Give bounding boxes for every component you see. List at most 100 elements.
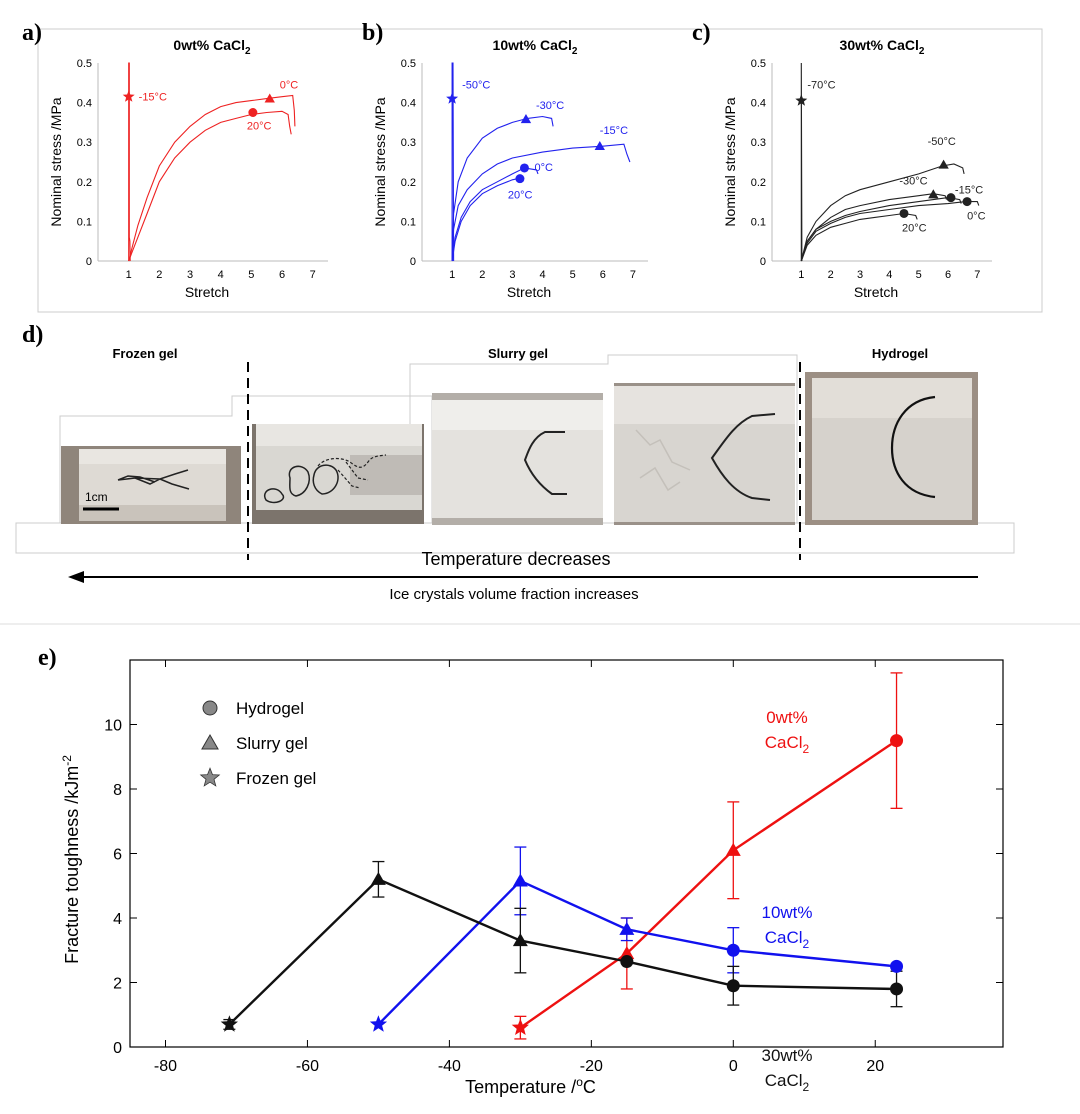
series-line: [228, 877, 897, 1026]
x-tick-label: 5: [570, 269, 576, 281]
x-axis-label-sup: o: [576, 1075, 583, 1089]
series-label-line1: 0wt%: [766, 708, 808, 727]
x-tick-label: 7: [974, 269, 980, 281]
data-marker: [726, 943, 740, 957]
series-label-chem: CaCl: [765, 1071, 803, 1090]
series-line: [800, 212, 918, 262]
label-slurry-gel: Slurry gel: [488, 346, 548, 361]
data-marker: [122, 90, 135, 102]
data-marker: [890, 982, 904, 996]
x-axis-label-tail: C: [583, 1077, 596, 1097]
data-label: -70°C: [807, 80, 835, 92]
data-marker: [795, 94, 808, 106]
series-label-line1: 10wt%: [761, 903, 812, 922]
series-line: [128, 94, 296, 262]
x-tick-label: 3: [509, 269, 515, 281]
data-marker: [264, 93, 275, 103]
series-label-line2: CaCl2: [765, 928, 810, 951]
data-marker: [899, 208, 909, 218]
x-tick-label: 6: [600, 269, 606, 281]
series-line: [519, 739, 898, 1029]
y-tick-label: 0.5: [77, 58, 92, 70]
x-tick-label: 4: [218, 269, 224, 281]
legend-marker: [201, 733, 219, 750]
x-tick-label: 20: [866, 1058, 884, 1075]
chart-title: 10wt% CaCl2: [493, 37, 578, 57]
legend-label: Frozen gel: [236, 769, 316, 788]
x-tick-label: 2: [479, 269, 485, 281]
panel-letter-a: a): [22, 20, 42, 46]
x-tick-label: 6: [279, 269, 285, 281]
chart-title-main: 30wt% CaCl: [840, 37, 919, 53]
data-label: 20°C: [247, 121, 272, 133]
chart-b-stress-stretch-10wt: 0 0.1 0.2 0.3 0.4 0.5 1 2 3 4 5 6 7 Stretch Nominal st…: [372, 37, 648, 300]
chart-c-stress-stretch-30wt: 0 0.1 0.2 0.3 0.4 0.5 1 2 3 4 5 6 7 Stretch Nominal st…: [722, 37, 992, 300]
photo-hydrogel: [805, 372, 978, 525]
panel-letter-b: b): [362, 20, 383, 46]
x-tick-label: 5: [248, 269, 254, 281]
chart-title-sub: 2: [245, 46, 251, 57]
photo-frozen-gel-1: 1cm: [61, 446, 241, 524]
x-tick-label: 4: [539, 269, 545, 281]
data-marker: [512, 933, 528, 947]
x-tick-label: 3: [857, 269, 863, 281]
panel-d-photos: 1cm: [15, 346, 1015, 603]
chart-title-main: 0wt% CaCl: [173, 37, 245, 53]
data-label: -30°C: [899, 175, 927, 187]
series-line: [377, 879, 897, 1026]
data-label: 20°C: [508, 190, 533, 202]
data-marker: [890, 734, 904, 748]
series-line: [800, 197, 962, 262]
data-label: -50°C: [928, 136, 956, 148]
series-line: [451, 115, 554, 262]
x-axis-label: Temperature /oC: [465, 1075, 596, 1097]
legend-label: Hydrogel: [236, 699, 304, 718]
x-tick-label: 5: [916, 269, 922, 281]
legend-marker: [199, 767, 221, 787]
x-tick-label: 6: [945, 269, 951, 281]
x-tick-label: 3: [187, 269, 193, 281]
y-axis-label-main: Fracture toughness /kJm: [62, 766, 82, 964]
series-label-chem: CaCl: [765, 733, 803, 752]
y-tick-label: 4: [113, 911, 122, 928]
data-marker: [511, 1018, 529, 1035]
data-marker: [726, 979, 740, 993]
y-tick-label: 0.5: [751, 58, 766, 70]
data-marker: [619, 946, 635, 960]
data-label: 0°C: [534, 162, 553, 174]
data-label: -50°C: [462, 80, 490, 92]
x-tick-label: -20: [580, 1058, 603, 1075]
chart-e-fracture-toughness: -80 -60 -40 -20 0 20 0 2 4 6 8 10 Temperature /oC Fra…: [60, 659, 1004, 1097]
x-tick-label: -40: [438, 1058, 461, 1075]
data-marker: [619, 921, 635, 935]
x-tick-label: 2: [828, 269, 834, 281]
y-tick-label: 0: [410, 256, 416, 268]
top-frame: [37, 28, 1043, 313]
x-tick-label: -60: [296, 1058, 319, 1075]
series-label-line1: 30wt%: [761, 1046, 812, 1065]
x-tick-label: 0: [729, 1058, 738, 1075]
x-tick-label: 7: [630, 269, 636, 281]
data-marker: [520, 114, 532, 124]
y-tick-label: 0.4: [401, 98, 416, 110]
panel-letter-c: c): [692, 20, 711, 46]
series-line: [451, 62, 455, 262]
y-tick-label: 0.3: [751, 137, 766, 149]
y-tick-label: 0.2: [401, 177, 416, 189]
data-marker: [515, 174, 525, 184]
chart-title: 0wt% CaCl2: [173, 37, 251, 57]
y-tick-label: 8: [113, 782, 122, 799]
series-label-line2: CaCl2: [765, 733, 810, 756]
y-tick-label: 10: [104, 718, 122, 735]
legend-label: Slurry gel: [236, 734, 308, 753]
data-label: -30°C: [536, 100, 564, 112]
y-tick-label: 0: [86, 256, 92, 268]
data-marker: [938, 159, 949, 169]
data-marker: [512, 873, 528, 887]
series-label-sub: 2: [803, 937, 810, 951]
series-line: [800, 62, 803, 262]
data-marker: [370, 871, 386, 885]
chart-a-stress-stretch-0wt: 0 0.1 0.2 0.3 0.4 0.5 1 2 3 4 5 6 7 Stretch Nominal st…: [48, 37, 328, 300]
data-label: 0°C: [967, 211, 986, 223]
chart-title-sub: 2: [572, 46, 578, 57]
